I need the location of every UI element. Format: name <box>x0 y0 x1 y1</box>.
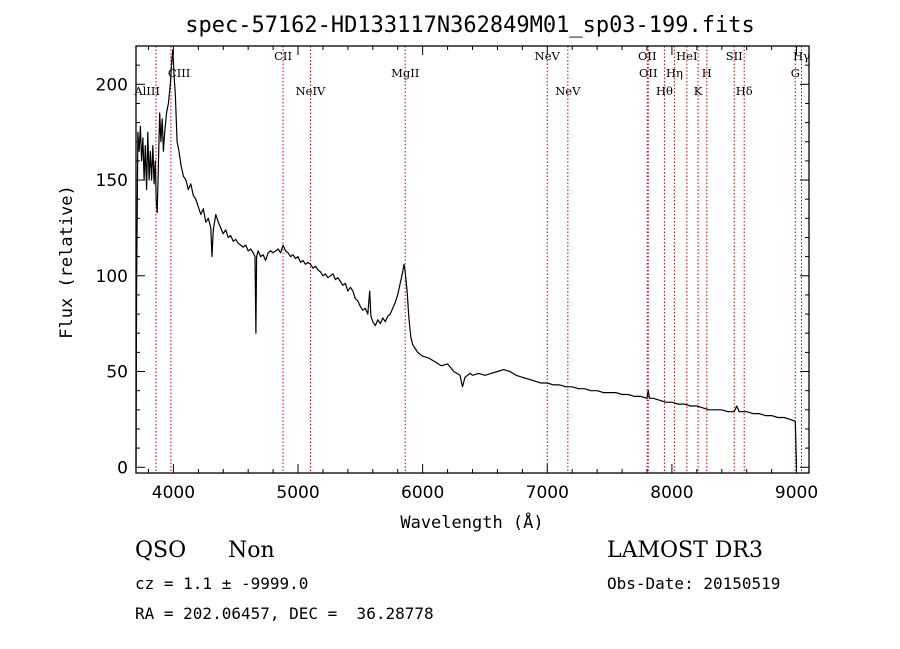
axis-ticks: 4000 5000 6000 7000 8000 9000 0 50 100 150 200 <box>96 46 818 503</box>
line-label-12: K <box>694 84 703 98</box>
line-label-8: OII <box>639 66 658 80</box>
object-class: QSO <box>135 538 187 563</box>
object-subclass: Non <box>228 538 275 563</box>
chart-title: spec-57162-HD133117N362849M01_sp03-199.f… <box>185 13 755 38</box>
survey-name: LAMOST DR3 <box>607 538 763 563</box>
x-tick-label-4: 8000 <box>650 483 693 503</box>
y-tick-label-4: 200 <box>96 75 128 95</box>
y-tick-label-3: 150 <box>96 171 128 191</box>
y-tick-label-0: 0 <box>117 458 128 478</box>
line-label-9: Hθ <box>656 84 673 98</box>
y-axis-label: Flux (relative) <box>57 185 77 339</box>
line-label-4: MgII <box>391 66 419 80</box>
y-tick-label-1: 50 <box>106 363 128 383</box>
spectrum-series <box>135 49 798 468</box>
line-label-6: NeV <box>555 84 581 98</box>
y-tick-label-2: 100 <box>96 267 128 287</box>
line-label-10: Hη <box>666 66 683 80</box>
line-label-16: G <box>791 66 800 80</box>
line-markers: AlIIICIIICIINeIVMgIINeVNeVOIIOIIHθHηHeIK… <box>133 46 810 473</box>
line-label-15: Hδ <box>736 84 753 98</box>
spectrum-line-0 <box>135 49 798 468</box>
x-tick-label-0: 4000 <box>152 483 195 503</box>
x-tick-label-3: 7000 <box>526 483 569 503</box>
x-tick-label-1: 5000 <box>276 483 319 503</box>
line-label-14: SII <box>726 49 743 63</box>
x-axis-label: Wavelength (Å) <box>400 511 543 533</box>
coordinates-text: RA = 202.06457, DEC = 36.28778 <box>135 604 434 623</box>
x-tick-label-5: 9000 <box>775 483 818 503</box>
x-tick-label-2: 6000 <box>401 483 444 503</box>
redshift-text: cz = 1.1 ± -9999.0 <box>135 574 309 593</box>
line-label-0: AlIII <box>133 84 160 98</box>
line-label-5: NeV <box>535 49 561 63</box>
line-label-3: NeIV <box>296 84 326 98</box>
line-label-17: Hγ <box>793 49 810 63</box>
line-label-7: OII <box>638 49 657 63</box>
line-label-2: CII <box>274 49 292 63</box>
line-label-11: HeI <box>676 49 697 63</box>
line-label-13: H <box>702 66 712 80</box>
obs-date-text: Obs-Date: 20150519 <box>607 574 781 593</box>
